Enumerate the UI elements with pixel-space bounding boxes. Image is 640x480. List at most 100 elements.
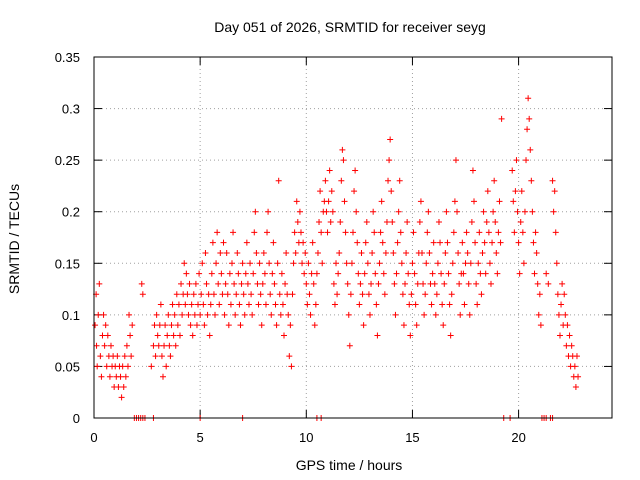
data-point — [253, 249, 260, 256]
data-point — [338, 177, 345, 184]
data-point — [197, 311, 204, 318]
data-point — [422, 291, 429, 298]
data-point — [395, 208, 402, 215]
data-point — [262, 301, 269, 308]
data-point — [486, 260, 493, 267]
data-point — [509, 167, 516, 174]
data-point — [242, 270, 249, 277]
data-point — [449, 260, 456, 267]
data-point — [222, 280, 229, 287]
data-point — [303, 280, 310, 287]
y-axis-label: SRMTID / TECUs — [6, 184, 22, 294]
data-point — [212, 311, 219, 318]
data-point — [174, 322, 181, 329]
data-point — [377, 229, 384, 236]
y-tick-label: 0 — [73, 411, 80, 426]
data-point — [469, 167, 476, 174]
data-point — [555, 311, 562, 318]
data-point — [154, 332, 161, 339]
data-point — [495, 229, 502, 236]
data-point — [240, 291, 247, 298]
y-tick-label: 0.3 — [62, 102, 80, 117]
data-point — [348, 260, 355, 267]
data-point — [424, 229, 431, 236]
data-point — [438, 270, 445, 277]
data-point — [97, 353, 104, 360]
data-point — [450, 229, 457, 236]
data-point — [203, 280, 210, 287]
data-point — [107, 342, 114, 349]
data-point — [231, 280, 238, 287]
data-point — [304, 301, 311, 308]
data-point — [308, 270, 315, 277]
data-point — [347, 291, 354, 298]
data-point — [329, 208, 336, 215]
data-point — [259, 280, 266, 287]
data-point — [397, 229, 404, 236]
data-point — [568, 342, 575, 349]
data-point — [494, 270, 501, 277]
data-point — [482, 270, 489, 277]
data-point — [276, 291, 283, 298]
data-point — [468, 219, 475, 226]
data-point — [330, 280, 337, 287]
data-point — [334, 291, 341, 298]
data-point — [383, 219, 390, 226]
data-point — [198, 291, 205, 298]
data-point — [185, 311, 192, 318]
data-point — [492, 219, 499, 226]
data-point — [493, 249, 500, 256]
data-point — [443, 208, 450, 215]
data-point — [126, 311, 133, 318]
data-point — [511, 229, 518, 236]
data-point — [208, 270, 215, 277]
data-point — [409, 260, 416, 267]
data-point — [106, 373, 113, 380]
data-point — [167, 353, 174, 360]
data-point — [162, 322, 169, 329]
data-point — [128, 353, 135, 360]
data-point — [362, 239, 369, 246]
data-point — [285, 311, 292, 318]
data-point — [206, 332, 213, 339]
data-point — [118, 394, 125, 401]
data-point — [100, 311, 107, 318]
data-point — [467, 260, 474, 267]
data-point — [283, 249, 290, 256]
data-point — [566, 332, 573, 339]
axis-ticks: 0 0.05 0.1 0.15 0.2 0.25 0.3 0.35 0 5 10 15 20 — [55, 50, 612, 445]
data-point — [156, 322, 163, 329]
data-point — [213, 260, 220, 267]
data-point — [477, 270, 484, 277]
data-point — [220, 239, 227, 246]
data-point — [337, 219, 344, 226]
data-point — [352, 167, 359, 174]
data-point — [391, 280, 398, 287]
data-point — [94, 363, 101, 370]
data-point — [237, 322, 244, 329]
data-point — [399, 291, 406, 298]
data-point — [421, 311, 428, 318]
data-point — [120, 384, 127, 391]
data-point — [318, 229, 325, 236]
x-axis-label: GPS time / hours — [296, 457, 403, 473]
data-point — [353, 208, 360, 215]
data-point — [360, 322, 367, 329]
data-point — [411, 270, 418, 277]
data-point — [459, 239, 466, 246]
data-point — [317, 188, 324, 195]
data-point — [310, 280, 317, 287]
data-point — [296, 208, 303, 215]
data-point — [454, 208, 461, 215]
data-point — [292, 249, 299, 256]
data-point — [461, 301, 468, 308]
data-point — [96, 280, 103, 287]
y-tick-label: 0.25 — [55, 153, 80, 168]
data-point — [452, 157, 459, 164]
data-point — [519, 229, 526, 236]
data-point — [324, 229, 331, 236]
data-point — [425, 208, 432, 215]
data-point — [563, 342, 570, 349]
data-point — [516, 270, 523, 277]
